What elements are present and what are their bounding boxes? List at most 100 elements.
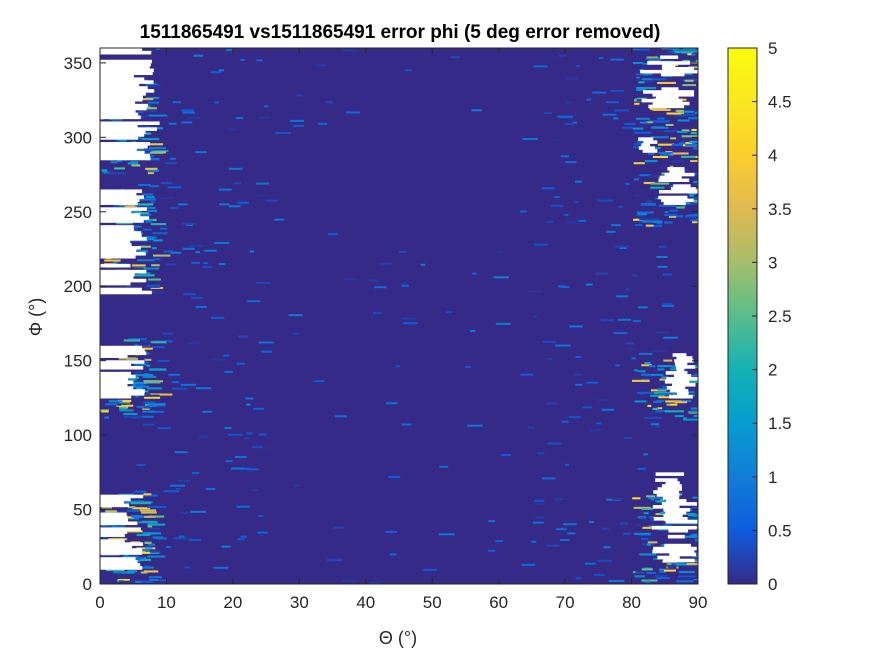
heatmap-cell <box>636 88 646 92</box>
heatmap-cell <box>134 212 150 215</box>
heatmap-cell <box>111 206 125 209</box>
heatmap-cell <box>605 101 619 104</box>
heatmap-cell <box>597 199 613 202</box>
missing-data-cell <box>672 383 696 387</box>
heatmap-cell <box>144 515 156 518</box>
heatmap-cell <box>388 476 401 479</box>
heatmap-cell <box>552 138 560 141</box>
heatmap-cell <box>659 154 674 157</box>
heatmap-cell <box>533 243 548 246</box>
missing-data-cell <box>665 511 687 515</box>
heatmap-cell <box>527 426 535 429</box>
missing-data-cell <box>659 175 682 180</box>
heatmap-cell <box>328 233 338 236</box>
heatmap-cell <box>168 122 177 125</box>
heatmap-cell <box>639 121 648 124</box>
heatmap-cell <box>640 392 645 395</box>
heatmap-cell <box>404 69 412 72</box>
missing-data-cell <box>100 50 152 55</box>
heatmap-cell <box>445 311 453 314</box>
heatmap-cell <box>258 515 264 518</box>
missing-data-cell <box>100 254 136 259</box>
heatmap-cell <box>181 121 193 124</box>
missing-data-cell <box>100 219 144 223</box>
heatmap-cell <box>144 358 152 361</box>
heatmap-cell <box>686 562 698 566</box>
heatmap-cell <box>156 48 161 50</box>
heatmap-cell <box>633 194 642 197</box>
colorbar-tick-label: 0 <box>768 575 777 594</box>
heatmap-cell <box>199 434 208 437</box>
missing-data-cell <box>662 64 676 68</box>
heatmap-cell <box>692 533 698 536</box>
missing-data-cell <box>100 225 134 229</box>
heatmap-cell <box>547 442 562 445</box>
heatmap-cell <box>654 575 668 578</box>
heatmap-cell <box>138 183 151 186</box>
heatmap-cell <box>142 407 150 410</box>
y-tick-label: 200 <box>64 277 92 296</box>
heatmap-cell <box>697 409 698 412</box>
heatmap-cell <box>114 167 125 170</box>
heatmap-cell <box>136 463 146 466</box>
heatmap-cell <box>648 162 657 165</box>
heatmap-cell <box>585 283 593 286</box>
heatmap-cell <box>645 57 664 60</box>
heatmap-cell <box>116 404 134 407</box>
heatmap-cell <box>237 538 245 541</box>
missing-data-cell <box>100 95 143 99</box>
heatmap-cell <box>664 210 669 214</box>
heatmap-cell <box>191 261 201 264</box>
heatmap-cell <box>178 535 185 538</box>
heatmap-cell <box>656 222 663 225</box>
missing-data-cell <box>100 497 131 502</box>
heatmap-cell <box>632 497 641 500</box>
heatmap-cell <box>257 531 268 534</box>
heatmap-cell <box>535 516 545 519</box>
missing-data-cell <box>100 386 134 390</box>
heatmap-cell <box>156 537 167 540</box>
missing-data-cell <box>665 371 688 375</box>
heatmap-cell <box>470 329 476 332</box>
heatmap-cell <box>666 403 670 406</box>
missing-data-cell <box>100 557 136 561</box>
heatmap-cell <box>522 138 538 141</box>
missing-data-cell <box>658 195 688 200</box>
heatmap-cell <box>152 346 165 349</box>
heatmap-cell <box>244 437 250 440</box>
heatmap-cell <box>640 517 645 520</box>
missing-data-cell <box>100 234 142 238</box>
heatmap-cell <box>641 507 654 510</box>
missing-data-cell <box>638 137 654 141</box>
missing-data-cell <box>665 519 698 524</box>
heatmap-cell <box>141 511 157 514</box>
heatmap-cell <box>149 114 168 117</box>
missing-data-cell <box>100 100 136 105</box>
heatmap-cell <box>687 410 698 413</box>
missing-data-cell <box>100 566 143 570</box>
missing-data-cell <box>664 380 690 384</box>
heatmap-cell <box>547 357 553 360</box>
y-axis-label: Φ (°) <box>26 298 46 337</box>
heatmap-cell <box>170 157 176 160</box>
heatmap-cell <box>693 366 698 369</box>
heatmap-cell <box>685 143 698 146</box>
missing-data-cell <box>100 92 146 96</box>
heatmap-cell <box>681 129 690 132</box>
heatmap-cell <box>152 393 173 396</box>
heatmap-cell <box>105 569 125 572</box>
heatmap-cell <box>146 284 160 287</box>
heatmap-cell <box>143 570 159 573</box>
heatmap-cell <box>149 155 154 158</box>
heatmap-cell <box>180 511 189 514</box>
heatmap-cell <box>640 203 657 207</box>
heatmap-cell <box>204 249 217 252</box>
heatmap-cell <box>634 575 646 578</box>
heatmap-cell <box>657 365 672 368</box>
heatmap-cell <box>632 377 642 380</box>
plot-background <box>100 48 698 584</box>
heatmap-cell <box>148 283 160 286</box>
heatmap-cell <box>218 263 226 266</box>
heatmap-cell <box>675 109 684 112</box>
heatmap-cell <box>275 131 291 134</box>
